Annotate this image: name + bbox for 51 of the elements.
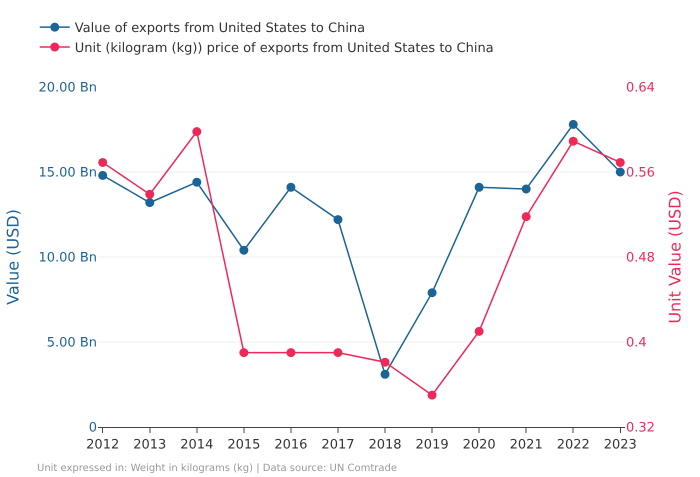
point: [428, 390, 437, 400]
point: [286, 348, 296, 358]
y-tick-label: 10.00 Bn: [38, 250, 97, 266]
point: [522, 184, 531, 194]
legend-label: Unit (kilogram (kg)) price of exports from United States to China: [74, 41, 494, 56]
y-tick-label: 5.00 Bn: [46, 336, 97, 351]
x-tick-label: 2021: [510, 438, 543, 453]
point: [98, 170, 108, 180]
y2-tick-label: 0.4: [626, 336, 647, 351]
point: [145, 190, 154, 199]
y-tick-label: 15.00 Bn: [38, 166, 97, 181]
y-tick-label: 0: [88, 420, 97, 436]
point: [145, 198, 154, 208]
x-tick-label: 2013: [133, 438, 166, 453]
point: [239, 246, 248, 255]
x-tick-label: 2018: [368, 438, 402, 453]
point: [380, 370, 390, 379]
point: [428, 288, 437, 298]
legend-label: Value of exports from United States to China: [74, 21, 366, 36]
text: Unit expressed in: Weight in kilograms (kg) | Data source: UN Comtrade: [37, 463, 398, 474]
point: [568, 120, 578, 129]
x-tick-label: 2014: [180, 438, 214, 453]
y2-axis-title: Unit Value (USD): [666, 190, 685, 324]
x-tick-label: 2017: [321, 438, 355, 453]
point: [474, 326, 484, 336]
x-tick-label: 2016: [274, 438, 308, 453]
point: [192, 127, 202, 136]
y-tick-label: 20.00 Bn: [38, 80, 97, 96]
point: [568, 136, 578, 146]
x-tick-label: 2015: [227, 438, 260, 453]
point: [616, 168, 625, 176]
x-tick-label: 2023: [604, 438, 637, 453]
y2-tick-label: 0.32: [626, 420, 655, 436]
point: [380, 358, 390, 367]
point: [192, 178, 202, 187]
point: [239, 348, 248, 358]
point: [333, 215, 342, 224]
point: [522, 212, 531, 222]
point: [616, 158, 625, 167]
x-tick-label: 2012: [86, 438, 120, 453]
x-tick-label: 2019: [416, 438, 449, 453]
x-tick-label: 2022: [556, 438, 590, 453]
point: [98, 158, 108, 167]
point: [474, 182, 484, 192]
x-tick-label: 2020: [462, 438, 496, 453]
y-axis-title: Value (USD): [3, 209, 22, 305]
y2-tick-label: 0.64: [626, 80, 655, 96]
point: [286, 182, 296, 192]
point: [333, 348, 342, 358]
y2-tick-label: 0.48: [626, 250, 655, 266]
y2-tick-label: 0.56: [626, 166, 655, 181]
